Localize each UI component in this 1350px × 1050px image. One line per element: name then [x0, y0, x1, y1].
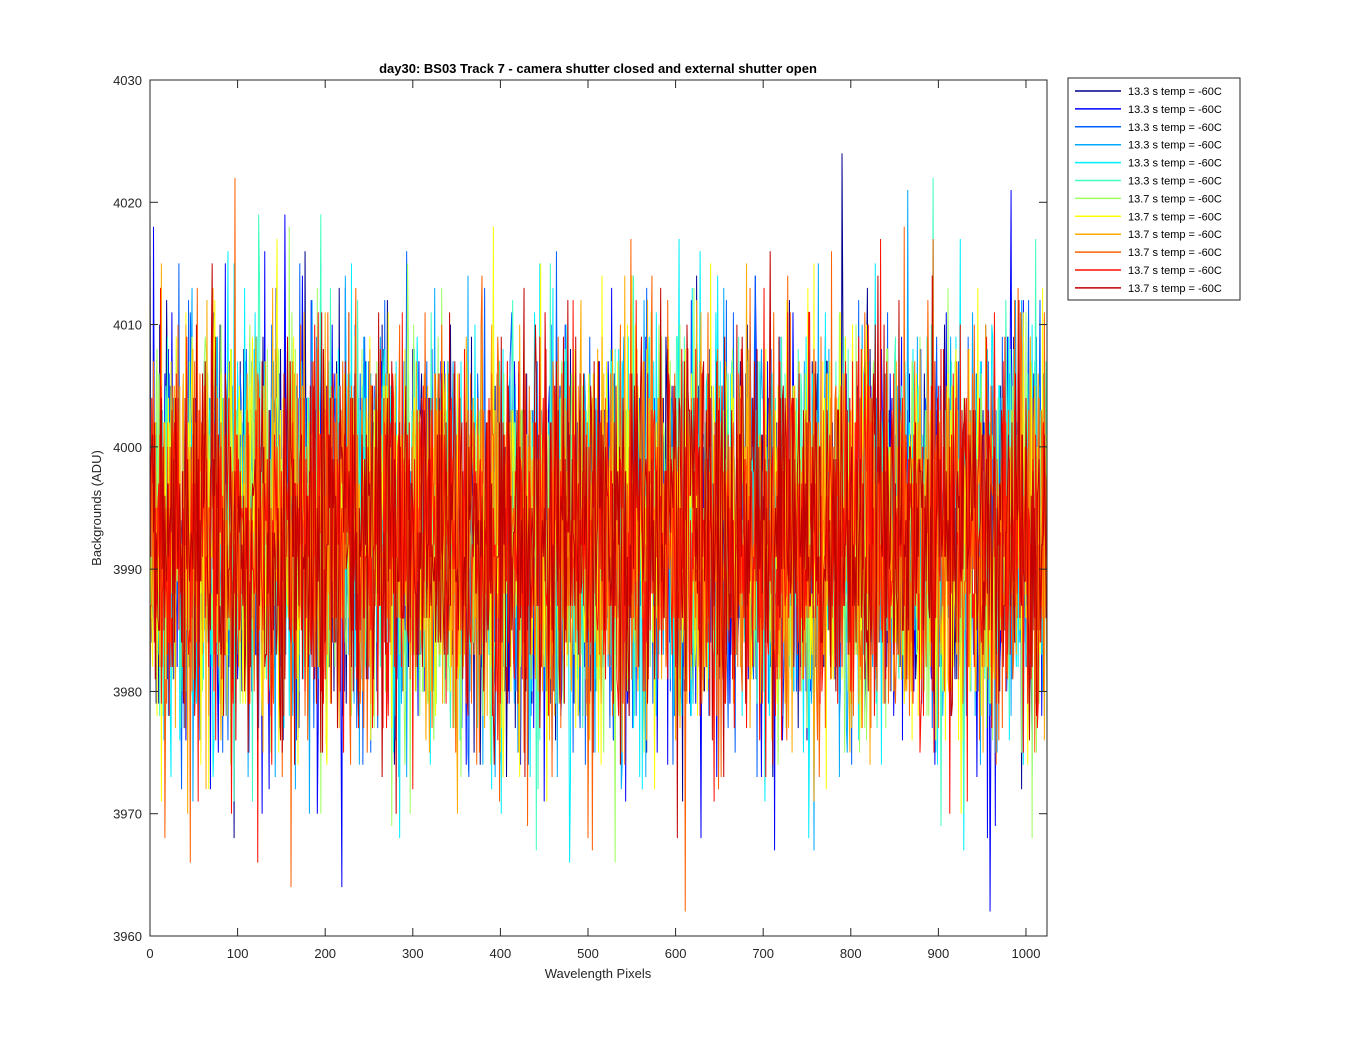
y-axis: 3960 3970 3980 3990 4000 4010 4020 4030 [113, 73, 1047, 944]
legend-label: 13.7 s temp = -60C [1128, 229, 1222, 241]
y-tick-label: 3980 [113, 684, 142, 699]
legend-label: 13.3 s temp = -60C [1128, 176, 1222, 188]
legend-label: 13.3 s temp = -60C [1128, 140, 1222, 152]
legend-box [1067, 77, 1241, 301]
legend-label: 13.7 s temp = -60C [1128, 211, 1222, 223]
legend-label: 13.7 s temp = -60C [1128, 265, 1222, 277]
x-tick-label: 800 [840, 946, 862, 961]
series-layer [150, 153, 1047, 912]
x-tick-label: 900 [928, 946, 950, 961]
x-tick-label: 1000 [1012, 946, 1041, 961]
y-tick-label: 4030 [113, 73, 142, 88]
x-tick-label: 100 [227, 946, 249, 961]
x-tick-label: 600 [665, 946, 687, 961]
x-axis: 0 100 200 300 400 500 600 700 800 900 1000 [146, 80, 1040, 961]
x-tick-label: 300 [402, 946, 424, 961]
x-tick-label: 0 [146, 946, 153, 961]
y-tick-label: 3960 [113, 929, 142, 944]
legend-label: 13.7 s temp = -60C [1128, 247, 1222, 259]
y-tick-label: 4010 [113, 318, 142, 333]
legend-label: 13.7 s temp = -60C [1128, 283, 1222, 295]
legend-label: 13.3 s temp = -60C [1128, 86, 1222, 98]
legend-label: 13.3 s temp = -60C [1128, 122, 1222, 134]
x-tick-label: 200 [314, 946, 336, 961]
x-tick-label: 400 [490, 946, 512, 961]
x-axis-label: Wavelength Pixels [545, 966, 652, 981]
plot-frame [149, 79, 1048, 937]
series-line-12 [150, 251, 1047, 839]
y-tick-label: 4020 [113, 195, 142, 210]
y-axis-label: Backgrounds (ADU) [89, 450, 104, 566]
y-tick-label: 3990 [113, 562, 142, 577]
legend[interactable]: 13.3 s temp = -60C 13.3 s temp = -60C 13.3… [1067, 77, 1241, 301]
x-tick-label: 700 [752, 946, 774, 961]
legend-label: 13.3 s temp = -60C [1128, 158, 1222, 170]
y-tick-label: 4000 [113, 440, 142, 455]
legend-label: 13.7 s temp = -60C [1128, 193, 1222, 205]
y-tick-label: 3970 [113, 807, 142, 822]
x-tick-label: 500 [577, 946, 599, 961]
legend-label: 13.3 s temp = -60C [1128, 104, 1222, 116]
chart-title: day30: BS03 Track 7 - camera shutter clo… [379, 61, 817, 76]
